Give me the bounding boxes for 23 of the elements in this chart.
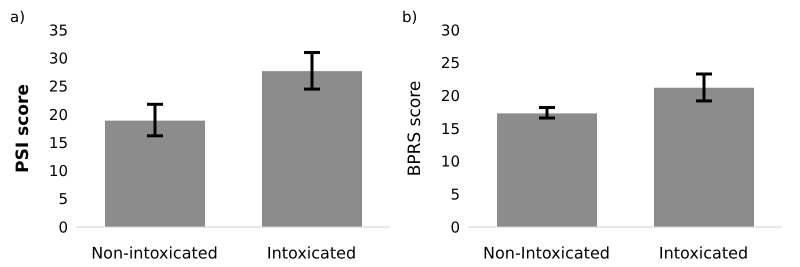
y-axis-title: BPRS score <box>405 80 426 176</box>
y-tick-label: 20 <box>48 106 68 124</box>
y-tick-label: 15 <box>440 120 460 138</box>
y-tick-label: 25 <box>440 54 460 72</box>
x-tick-label: Non-intoxicated <box>91 243 218 262</box>
chart-title: a) <box>10 8 26 26</box>
y-tick-label: 5 <box>450 185 460 204</box>
y-tick-label: 25 <box>48 78 68 96</box>
y-tick-label: 0 <box>450 218 460 236</box>
y-tick-label: 5 <box>58 190 68 208</box>
x-tick-label: Intoxicated <box>658 243 748 262</box>
y-tick-label: 15 <box>48 134 68 152</box>
y-tick-label: 30 <box>48 49 68 68</box>
y-tick-label: 20 <box>440 86 460 105</box>
y-tick-label: 0 <box>58 218 68 236</box>
y-tick-label: 10 <box>440 152 460 171</box>
y-tick-label: 10 <box>48 162 68 180</box>
x-tick-label: Intoxicated <box>266 243 356 262</box>
chart-title: b) <box>402 8 418 26</box>
y-tick-label: 30 <box>440 21 460 40</box>
x-tick-label: Non-Intoxicated <box>483 243 610 262</box>
y-tick-label: 35 <box>48 21 68 40</box>
y-axis-title: PSI score <box>13 84 34 173</box>
